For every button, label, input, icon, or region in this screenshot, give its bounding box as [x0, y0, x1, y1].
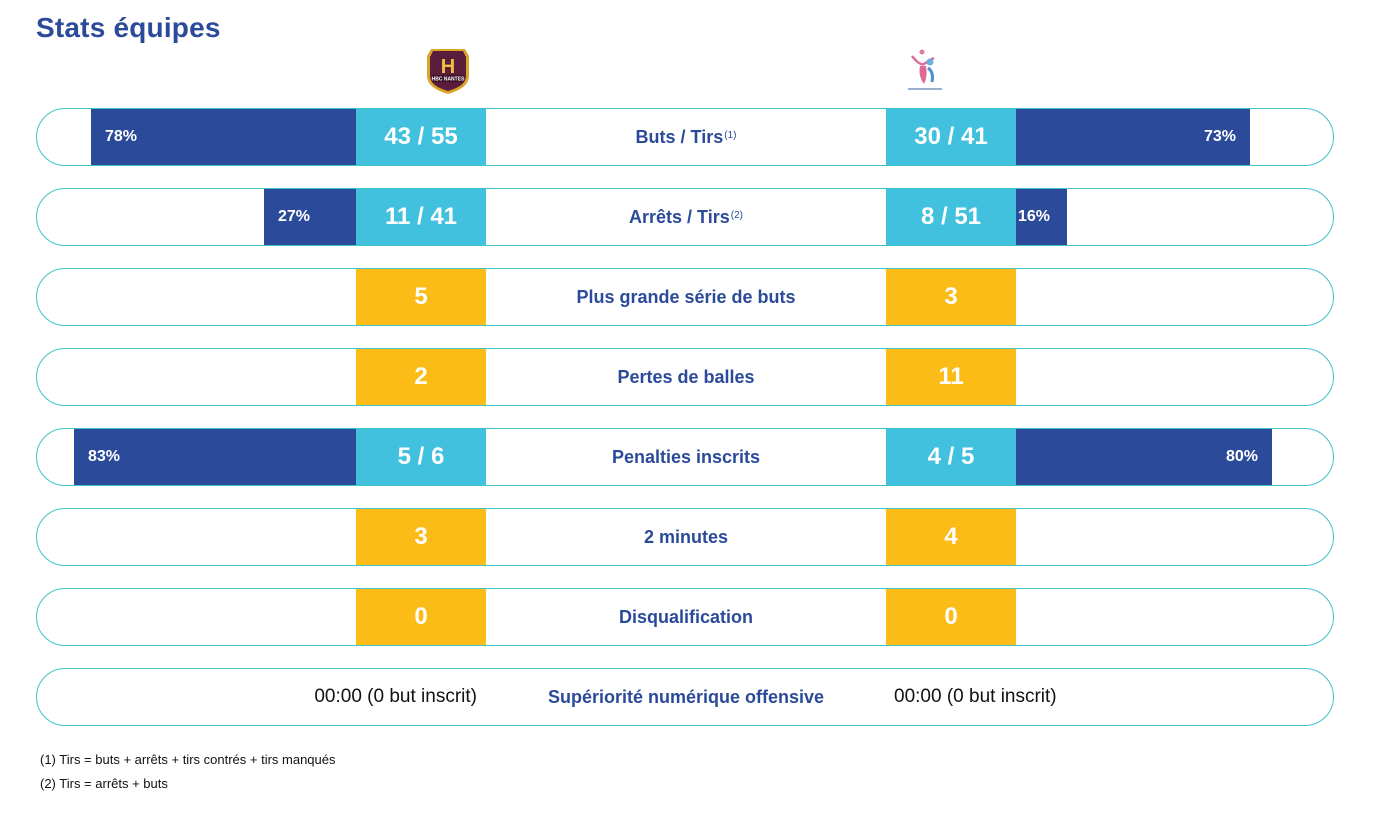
away-value: 11 [886, 349, 1016, 405]
away-value: 30 / 41 [886, 109, 1016, 165]
hbc-nantes-logo: H HBC NANTES [427, 49, 469, 94]
stat-label-text: Arrêts / Tirs [629, 206, 730, 227]
home-value: 43 / 55 [356, 109, 486, 165]
home-value: 3 [356, 509, 486, 565]
home-percentage-label: 27% [278, 208, 311, 225]
stat-label: Penalties inscrits [486, 429, 886, 485]
away-percentage-label: 80% [1225, 448, 1258, 465]
footnote-2: (2) Tirs = arrêts + buts [40, 776, 168, 791]
svg-text:HBC NANTES: HBC NANTES [432, 77, 465, 83]
page-title: Stats équipes [36, 12, 221, 43]
stat-row: 5 3 Plus grande série de buts [36, 268, 1334, 326]
stat-label-text: Disqualification [618, 606, 753, 627]
away-value: 4 / 5 [886, 429, 1016, 485]
home-value: 11 / 41 [356, 189, 486, 245]
home-value: 0 [356, 589, 486, 645]
stat-label-text: Buts / Tirs [635, 126, 724, 147]
stat-label-text: Supériorité numérique offensive [547, 686, 825, 707]
stat-row: 78% 73% 43 / 55 30 / 41 Buts / Tirs (1) [36, 108, 1334, 166]
away-value: 8 / 51 [886, 189, 1016, 245]
away-value: 00:00 (0 but inscrit) [894, 686, 1057, 707]
stat-label-text: Pertes de balles [617, 366, 755, 387]
home-percentage-bar: 78% [91, 109, 356, 165]
stat-label-text: Penalties inscrits [611, 446, 761, 467]
stat-label: Arrêts / Tirs (2) [486, 189, 886, 245]
away-team-logo [908, 49, 942, 90]
stat-label: Disqualification [486, 589, 886, 645]
stat-label-text: Plus grande série de buts [576, 286, 796, 307]
home-value: 5 / 6 [356, 429, 486, 485]
away-percentage-bar: 16% [1016, 189, 1067, 245]
away-percentage-bar: 73% [1016, 109, 1250, 165]
away-percentage-label: 16% [1018, 208, 1051, 225]
home-value: 5 [356, 269, 486, 325]
stat-label: Supériorité numérique offensive [486, 669, 886, 725]
stat-label: Buts / Tirs (1) [486, 109, 886, 165]
home-percentage-bar: 83% [74, 429, 356, 485]
stat-label: 2 minutes [486, 509, 886, 565]
home-value: 2 [356, 349, 486, 405]
home-percentage-label: 83% [88, 448, 121, 465]
svg-text:H: H [441, 56, 455, 78]
away-percentage-label: 73% [1203, 128, 1236, 145]
home-percentage-bar: 27% [264, 189, 356, 245]
stat-row: 83% 80% 5 / 6 4 / 5 Penalties inscrits [36, 428, 1334, 486]
stat-label-text: 2 minutes [643, 526, 729, 547]
stat-row: 0 0 Disqualification [36, 588, 1334, 646]
away-percentage-bar: 80% [1016, 429, 1272, 485]
stat-label: Pertes de balles [486, 349, 886, 405]
home-percentage-label: 78% [105, 128, 138, 145]
away-value: 0 [886, 589, 1016, 645]
stat-row: 2 11 Pertes de balles [36, 348, 1334, 406]
home-value: 00:00 (0 but inscrit) [314, 686, 477, 707]
stat-label: Plus grande série de buts [486, 269, 886, 325]
footnote-1: (1) Tirs = buts + arrêts + tirs contrés … [40, 752, 336, 767]
stat-row: 00:00 (0 but inscrit) 00:00 (0 but inscri… [36, 668, 1334, 726]
stat-row: 3 4 2 minutes [36, 508, 1334, 566]
away-value: 3 [886, 269, 1016, 325]
away-value: 4 [886, 509, 1016, 565]
footnote-ref: (1) [724, 129, 737, 141]
footnote-ref: (2) [730, 209, 743, 221]
stat-row: 27% 16% 11 / 41 8 / 51 Arrêts / Tirs (2) [36, 188, 1334, 246]
